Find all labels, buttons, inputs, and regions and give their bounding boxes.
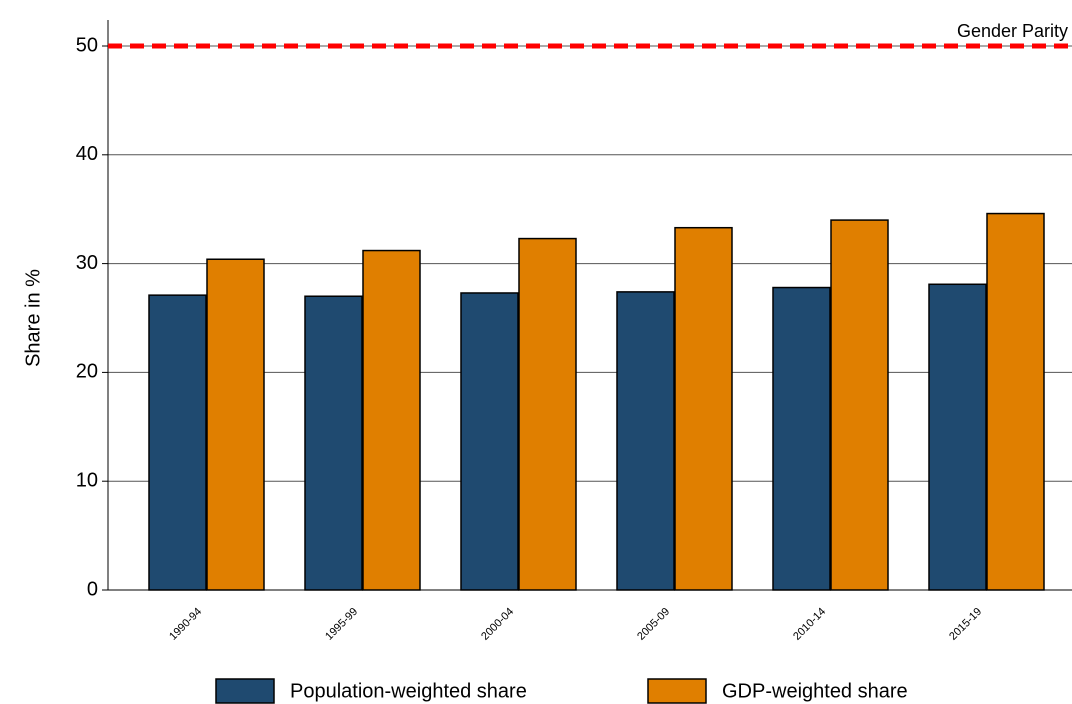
bar <box>986 212 1045 591</box>
legend-label: GDP-weighted share <box>722 680 908 702</box>
x-tick-label: 2005-09 <box>635 606 672 643</box>
y-axis-label: Share in % <box>22 269 44 367</box>
y-tick-label: 20 <box>76 361 98 383</box>
bar <box>304 295 363 591</box>
legend-swatch <box>647 678 707 704</box>
bar <box>460 292 519 591</box>
y-tick-label: 40 <box>76 143 98 165</box>
x-tick-label: 2015-19 <box>947 606 984 643</box>
y-tick-label: 10 <box>76 469 98 491</box>
y-tick-label: 30 <box>76 252 98 274</box>
bar <box>518 237 577 591</box>
bar <box>830 219 889 591</box>
bar <box>362 249 421 591</box>
bar <box>928 283 987 591</box>
bar <box>148 294 207 591</box>
reference-label: Gender Parity <box>957 21 1068 41</box>
bar <box>674 226 733 591</box>
x-tick-label: 1990-94 <box>167 606 204 643</box>
x-tick-label: 1995-99 <box>323 606 360 643</box>
x-tick-label: 2010-14 <box>791 606 828 643</box>
bar <box>616 291 675 591</box>
y-tick-label: 0 <box>87 578 98 600</box>
bar <box>206 258 265 591</box>
legend-label: Population-weighted share <box>290 680 527 702</box>
bar <box>772 286 831 591</box>
x-tick-label: 2000-04 <box>479 606 516 643</box>
y-tick-label: 50 <box>76 34 98 56</box>
legend-swatch <box>215 678 275 704</box>
